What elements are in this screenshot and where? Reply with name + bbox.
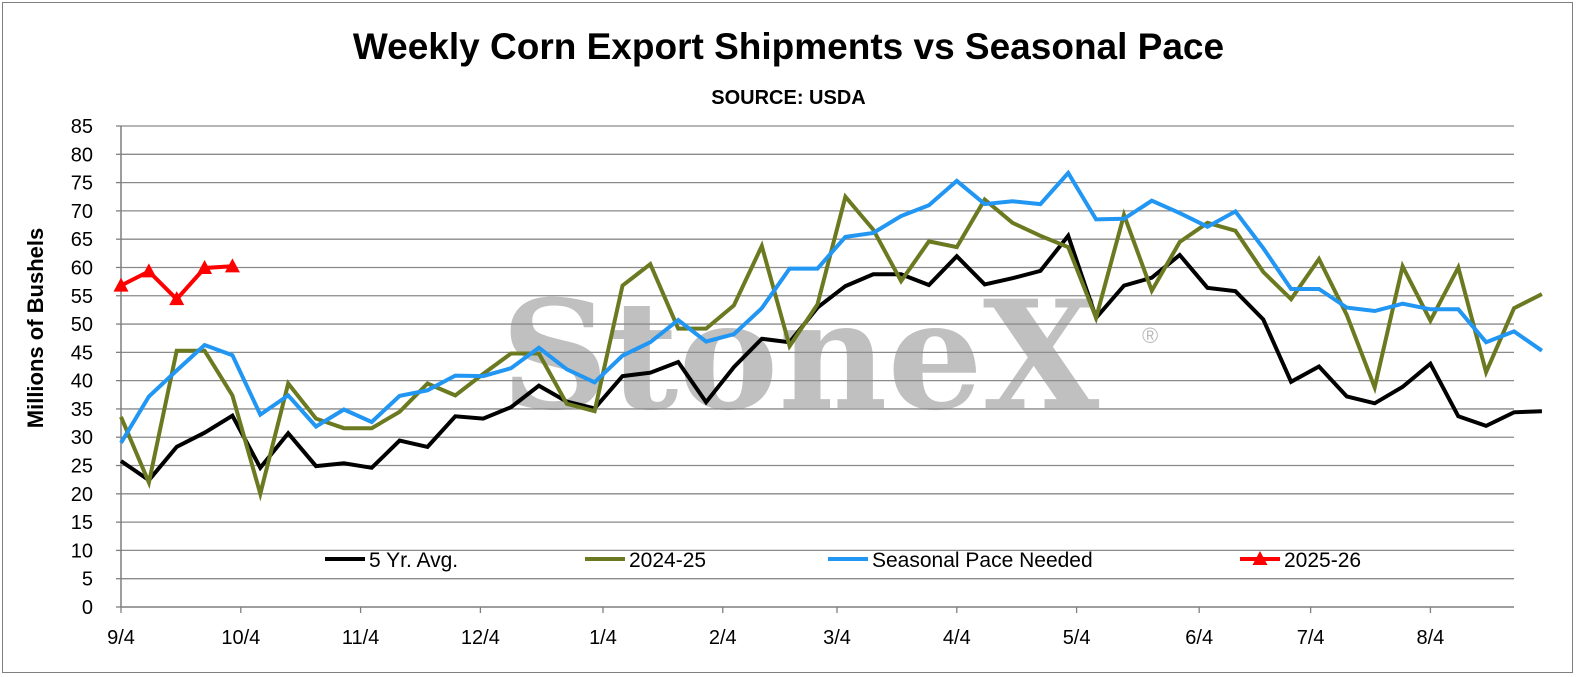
- legend-marker: [1252, 551, 1268, 565]
- y-tick-label: 70: [71, 201, 93, 223]
- stonex-watermark: StoneX ®: [501, 268, 1158, 444]
- y-tick-label: 15: [71, 512, 93, 534]
- chart-subtitle: SOURCE: USDA: [711, 87, 866, 109]
- y-tick-label: 65: [71, 229, 93, 251]
- x-tick-label: 3/4: [823, 627, 851, 649]
- series-line-0: [119, 231, 1542, 483]
- data-point-marker: [197, 260, 213, 275]
- y-tick-label: 35: [71, 399, 93, 421]
- x-tick-label: 1/4: [589, 627, 617, 649]
- tick-labels: 0 5 10 15 20 25 30 35 40 45 50 55 60 65 70 75 80 85 9/4 10/…: [71, 116, 1445, 649]
- x-tick-label: 12/4: [461, 627, 500, 649]
- x-tick-label: 5/4: [1063, 627, 1091, 649]
- legend-label-3: 2025-26: [1284, 549, 1361, 572]
- y-tick-label: 85: [71, 116, 93, 138]
- series-line-2: [119, 169, 1544, 444]
- chart-title: Weekly Corn Export Shipments vs Seasonal…: [352, 26, 1225, 67]
- y-tick-label: 50: [71, 314, 93, 336]
- y-tick-label: 30: [71, 427, 93, 449]
- y-tick-label: 5: [82, 569, 93, 591]
- y-tick-label: 75: [71, 173, 93, 195]
- y-axis-label: Millions of Bushels: [23, 228, 48, 428]
- data-point-marker: [224, 258, 240, 273]
- y-tick-label: 20: [71, 484, 93, 506]
- legend: 5 Yr. Avg. 2024-25 Seasonal Pace Needed 202…: [325, 549, 1361, 572]
- x-tick-label: 6/4: [1185, 627, 1213, 649]
- gridlines: [121, 125, 1514, 580]
- data-point-marker: [141, 263, 157, 278]
- y-tick-label: 45: [71, 342, 93, 364]
- legend-label-1: 2024-25: [629, 549, 706, 572]
- y-tick-label: 55: [71, 286, 93, 308]
- y-tick-label: 60: [71, 257, 93, 279]
- axes: [116, 125, 1514, 613]
- x-tick-label: 8/4: [1417, 627, 1445, 649]
- x-tick-label: 10/4: [221, 627, 260, 649]
- registered-mark: ®: [1142, 323, 1158, 348]
- x-tick-label: 2/4: [709, 627, 737, 649]
- data-point-marker: [169, 291, 185, 306]
- data-point-marker: [113, 277, 129, 292]
- x-tick-label: 9/4: [107, 627, 135, 649]
- watermark-text: StoneX: [501, 268, 1100, 444]
- y-tick-label: 25: [71, 456, 93, 478]
- x-tick-label: 4/4: [943, 627, 971, 649]
- x-tick-label: 11/4: [342, 627, 379, 649]
- y-tick-label: 0: [82, 597, 93, 619]
- legend-label-2: Seasonal Pace Needed: [872, 549, 1093, 572]
- y-tick-label: 10: [71, 540, 93, 562]
- y-tick-label: 80: [71, 144, 93, 166]
- legend-label-0: 5 Yr. Avg.: [369, 549, 458, 572]
- x-tick-label: 7/4: [1297, 627, 1325, 649]
- y-tick-label: 40: [71, 371, 93, 393]
- series-lines: [113, 169, 1544, 502]
